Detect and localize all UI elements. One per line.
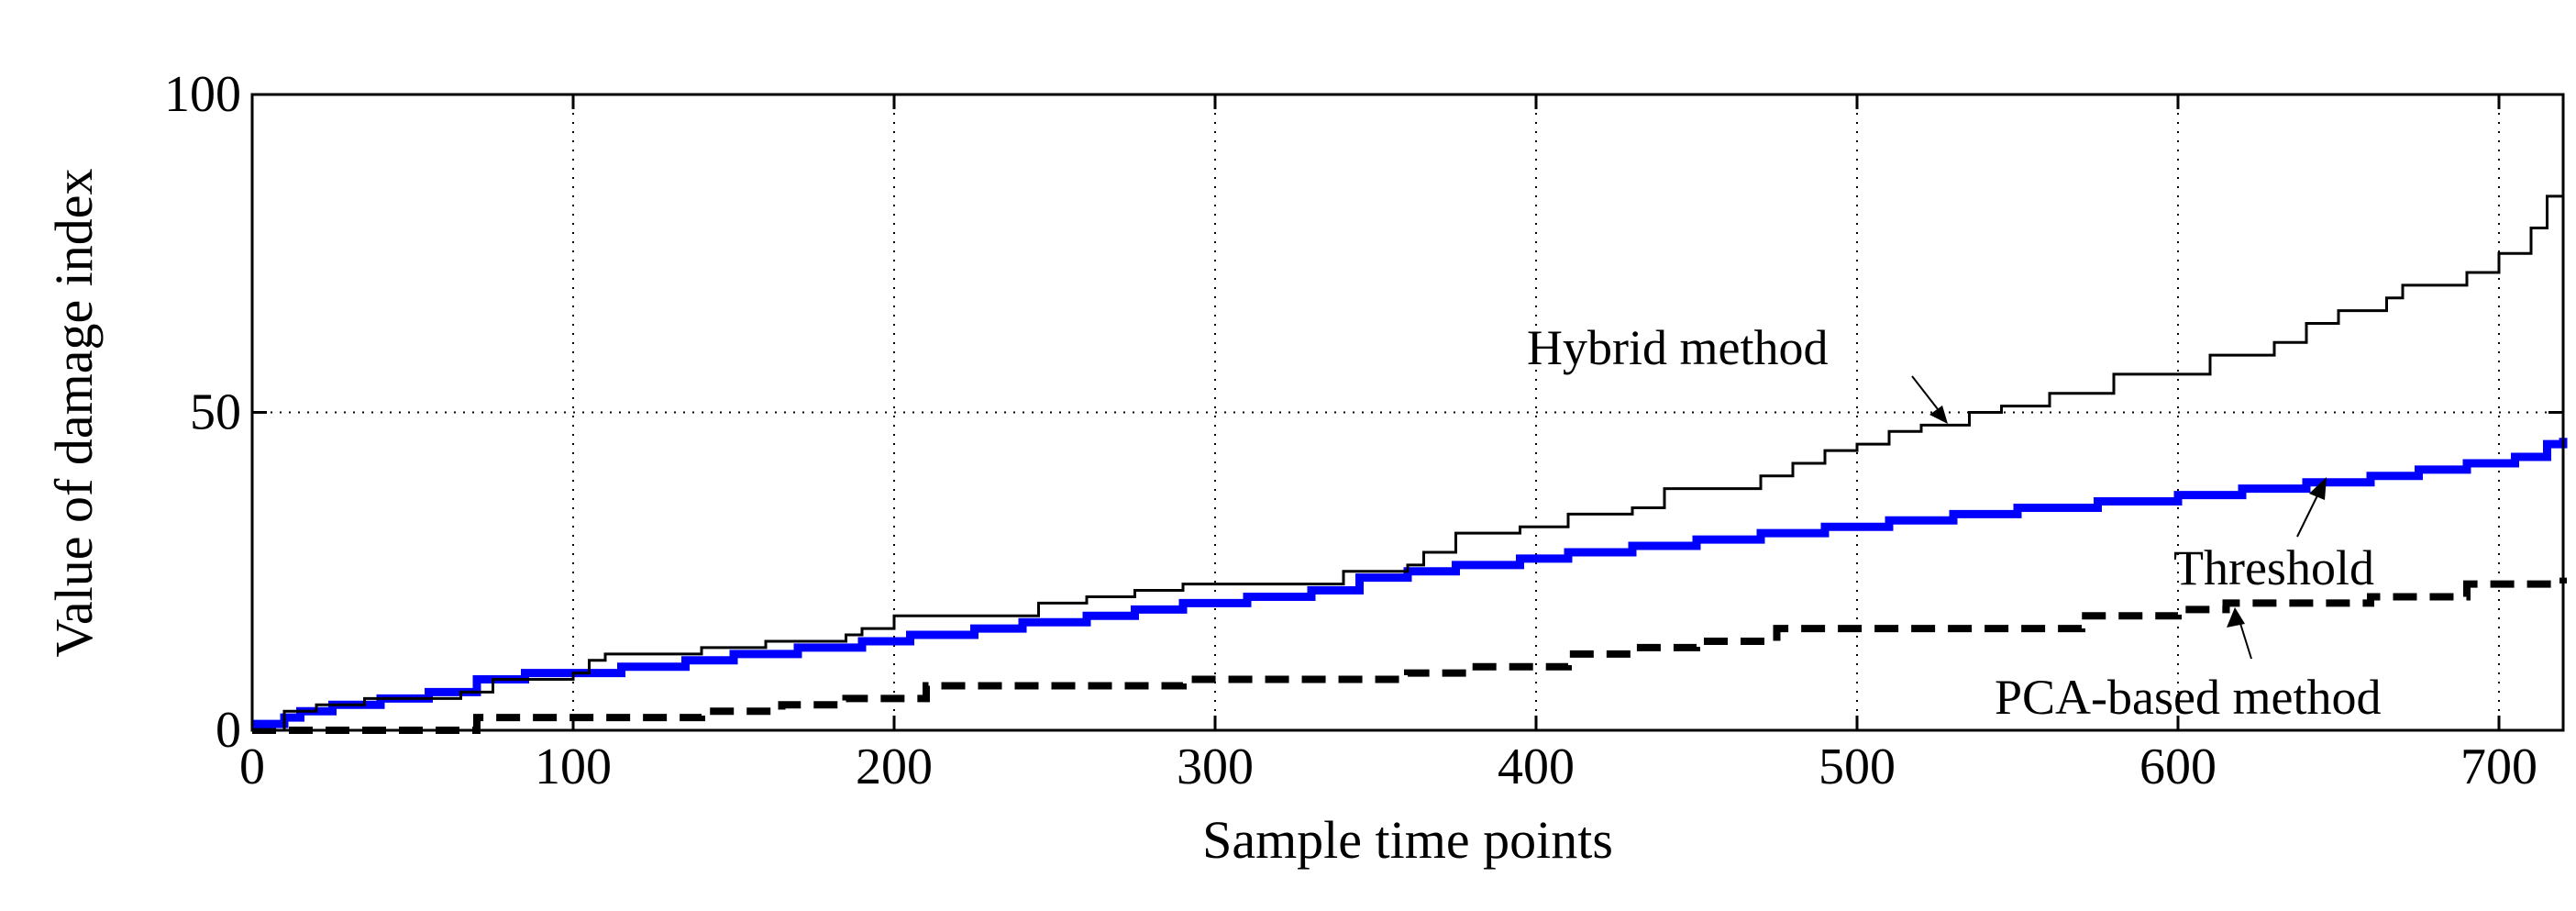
annotation-hybrid-method: Hybrid method <box>1527 320 1828 375</box>
series-threshold-line <box>252 438 2568 728</box>
grid-lines <box>252 94 2563 730</box>
x-tick-label: 0 <box>239 739 265 795</box>
x-tick-label: 400 <box>1498 739 1575 795</box>
arrow-icon-hybrid <box>1911 375 1948 424</box>
x-tick-label: 300 <box>1177 739 1254 795</box>
x-tick-label: 500 <box>1819 739 1896 795</box>
axis-ticks: 0 100 200 300 400 500 600 700 0 50 100 <box>164 66 2563 795</box>
arrow-icon-pca <box>2227 607 2252 660</box>
annotation-pca-based-method: PCA-based method <box>1995 670 2381 725</box>
y-tick-label: 0 <box>216 702 241 759</box>
x-tick-label: 100 <box>535 739 612 795</box>
y-axis-label: Value of damage index <box>44 168 104 657</box>
annotation-threshold: Threshold <box>2173 540 2374 595</box>
y-tick-label: 100 <box>164 66 241 123</box>
x-axis-label: Sample time points <box>1202 810 1613 870</box>
x-tick-label: 200 <box>856 739 933 795</box>
x-tick-label: 600 <box>2139 739 2217 795</box>
series-hybrid-method-line <box>252 189 2565 732</box>
data-series <box>252 189 2568 734</box>
arrow-icon-threshold <box>2296 477 2327 538</box>
y-tick-label: 50 <box>190 384 241 441</box>
x-tick-label: 700 <box>2460 739 2537 795</box>
